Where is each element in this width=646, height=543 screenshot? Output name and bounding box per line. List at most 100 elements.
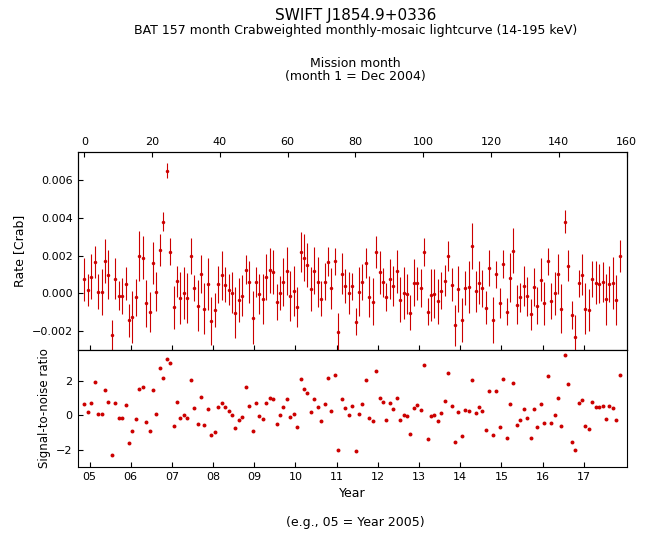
Point (326, 407, 337, 415)
Point (536, 400, 546, 409)
Point (110, 399, 120, 407)
Point (337, 394, 347, 403)
Text: SWIFT J1854.9+0336: SWIFT J1854.9+0336 (275, 8, 436, 23)
Point (333, 446, 344, 454)
Point (378, 397, 388, 406)
Point (488, 431, 498, 439)
Point (86, 399, 96, 407)
Point (83, 407, 93, 416)
Point (594, 402, 605, 411)
Point (532, 422, 543, 431)
Point (574, 398, 584, 407)
Point (433, 417, 443, 426)
Point (584, 425, 594, 433)
Point (261, 399, 271, 408)
Point (525, 434, 536, 443)
Point (399, 411, 409, 420)
Point (409, 403, 419, 412)
Point (419, 361, 430, 370)
Point (608, 404, 618, 413)
Text: (month 1 = Dec 2004): (month 1 = Dec 2004) (285, 70, 426, 83)
Point (546, 418, 556, 427)
Point (446, 402, 457, 411)
Point (313, 403, 323, 412)
Point (567, 437, 577, 446)
Point (587, 397, 598, 406)
Point (151, 409, 162, 418)
Point (375, 394, 385, 403)
Point (598, 401, 608, 410)
Point (234, 416, 244, 425)
Point (395, 416, 405, 425)
Point (227, 411, 237, 419)
Point (79, 400, 90, 408)
Point (282, 395, 292, 404)
Point (614, 370, 625, 379)
Point (162, 354, 172, 363)
Point (494, 422, 505, 431)
Y-axis label: Rate [Crab]: Rate [Crab] (13, 215, 26, 287)
Point (559, 351, 570, 359)
Point (412, 401, 422, 409)
Point (470, 409, 481, 418)
Point (519, 405, 529, 413)
Point (604, 402, 614, 411)
Point (224, 407, 234, 415)
Point (306, 408, 316, 416)
Point (549, 411, 559, 420)
Point (354, 409, 364, 418)
Point (275, 411, 285, 419)
Point (210, 428, 220, 437)
Point (505, 400, 515, 409)
Point (100, 386, 110, 394)
Point (258, 415, 268, 424)
Point (529, 405, 539, 414)
Y-axis label: Signal-to-noise ratio: Signal-to-noise ratio (37, 349, 50, 469)
Point (491, 387, 501, 395)
Text: BAT 157 month Crabweighted monthly-mosaic lightcurve (14-195 keV): BAT 157 month Crabweighted monthly-mosai… (134, 24, 577, 37)
Point (453, 408, 464, 416)
Point (601, 415, 611, 424)
Point (182, 414, 193, 423)
Point (439, 397, 450, 406)
Point (244, 402, 255, 411)
Point (206, 431, 216, 439)
Point (474, 402, 484, 411)
Point (360, 375, 371, 384)
Point (230, 424, 240, 433)
Point (165, 358, 175, 367)
Point (350, 446, 360, 455)
Point (251, 398, 261, 407)
Point (255, 412, 265, 420)
Point (316, 416, 326, 425)
Point (368, 417, 378, 426)
Point (553, 394, 563, 403)
Point (426, 412, 436, 421)
Point (127, 427, 138, 435)
Point (415, 406, 426, 414)
Point (114, 414, 124, 422)
Point (130, 415, 141, 424)
Point (196, 393, 206, 402)
Point (268, 395, 278, 403)
Point (484, 387, 495, 396)
Point (477, 406, 488, 415)
Point (213, 402, 224, 411)
Point (265, 393, 275, 402)
Point (357, 400, 368, 408)
Point (189, 404, 200, 413)
Point (193, 419, 203, 428)
Point (388, 405, 399, 414)
Point (464, 407, 474, 415)
Point (405, 430, 415, 439)
Point (124, 439, 134, 448)
Point (501, 434, 512, 443)
Point (141, 418, 151, 427)
Point (216, 398, 227, 407)
Point (148, 386, 158, 394)
Point (498, 374, 508, 383)
Point (443, 369, 453, 377)
Point (145, 427, 155, 435)
Point (371, 367, 381, 375)
Point (179, 411, 189, 419)
